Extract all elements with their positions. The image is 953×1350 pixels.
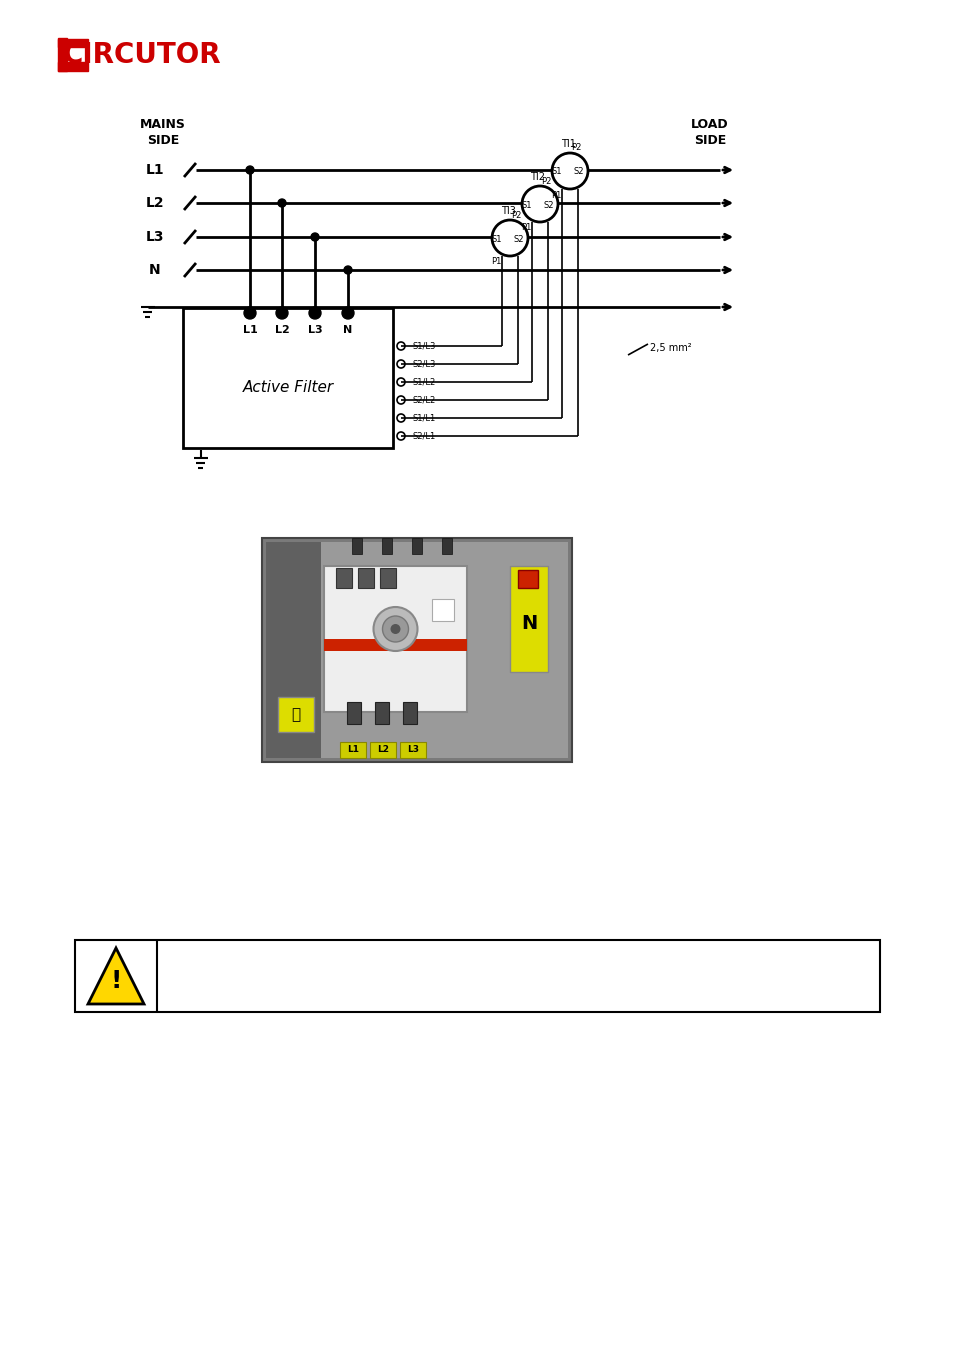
Text: L2: L2 — [376, 745, 389, 755]
Circle shape — [309, 306, 320, 319]
Text: N: N — [149, 263, 161, 277]
Text: ⏚: ⏚ — [291, 707, 300, 722]
Circle shape — [244, 306, 255, 319]
Bar — [277, 697, 314, 732]
Text: N: N — [343, 325, 353, 335]
Text: S1/L2: S1/L2 — [413, 378, 436, 386]
Text: P1: P1 — [520, 224, 531, 232]
Text: CIRCUTOR: CIRCUTOR — [63, 40, 221, 69]
Bar — [183, 308, 393, 448]
Bar — [58, 38, 67, 72]
Circle shape — [341, 306, 354, 319]
Bar — [75, 940, 879, 1012]
Text: Active Filter: Active Filter — [242, 381, 334, 396]
Text: SIDE: SIDE — [693, 134, 725, 147]
Bar — [357, 568, 374, 589]
Circle shape — [382, 616, 408, 643]
Circle shape — [277, 198, 286, 207]
Text: S2: S2 — [573, 167, 583, 177]
Bar — [375, 702, 389, 724]
Circle shape — [275, 306, 288, 319]
Text: !: ! — [111, 969, 122, 994]
Bar — [324, 566, 467, 711]
Bar — [510, 566, 547, 672]
Text: N: N — [520, 614, 537, 633]
Text: P1: P1 — [550, 190, 560, 200]
Text: L1: L1 — [347, 745, 358, 755]
Bar — [412, 539, 421, 553]
Circle shape — [344, 266, 352, 274]
Text: P2: P2 — [540, 177, 551, 185]
Bar — [517, 570, 537, 589]
Text: TI2: TI2 — [530, 171, 545, 182]
Circle shape — [311, 234, 318, 242]
Bar — [441, 539, 452, 553]
Polygon shape — [88, 948, 144, 1004]
Bar — [381, 539, 392, 553]
Bar — [399, 743, 426, 757]
Circle shape — [390, 624, 400, 634]
Bar — [266, 541, 320, 757]
Text: P2: P2 — [510, 211, 520, 220]
Text: S1: S1 — [521, 201, 532, 209]
Circle shape — [246, 166, 253, 174]
Text: S2/L3: S2/L3 — [413, 359, 436, 369]
Bar — [324, 639, 467, 651]
Text: P2: P2 — [570, 143, 580, 153]
Text: S1: S1 — [551, 167, 561, 177]
Text: L1: L1 — [146, 163, 164, 177]
Text: SIDE: SIDE — [147, 134, 179, 147]
Text: S2/L1: S2/L1 — [413, 432, 436, 440]
Bar — [339, 743, 366, 757]
Bar — [266, 541, 567, 757]
Text: L3: L3 — [407, 745, 418, 755]
Bar — [432, 599, 454, 621]
Bar — [402, 702, 416, 724]
Text: TI1: TI1 — [560, 139, 575, 148]
Bar — [335, 568, 352, 589]
Text: L2: L2 — [146, 196, 164, 211]
Text: L3: L3 — [308, 325, 322, 335]
Text: S1: S1 — [491, 235, 501, 243]
Bar — [262, 539, 572, 761]
Text: S2: S2 — [514, 235, 524, 243]
Text: S2/L2: S2/L2 — [413, 396, 436, 405]
Circle shape — [374, 608, 417, 651]
Text: 2,5 mm²: 2,5 mm² — [649, 343, 691, 352]
Bar — [379, 568, 395, 589]
Text: MAINS: MAINS — [140, 119, 186, 131]
Text: S2: S2 — [543, 201, 554, 209]
Text: LOAD: LOAD — [691, 119, 728, 131]
Bar — [370, 743, 395, 757]
Text: L3: L3 — [146, 230, 164, 244]
Bar — [352, 539, 361, 553]
Text: S1/L1: S1/L1 — [413, 413, 436, 423]
Text: L2: L2 — [274, 325, 289, 335]
Bar — [347, 702, 360, 724]
Text: TI3: TI3 — [500, 207, 515, 216]
Bar — [58, 39, 88, 47]
Bar — [58, 62, 88, 72]
Text: P1: P1 — [490, 258, 500, 266]
Text: S1/L3: S1/L3 — [413, 342, 436, 351]
Text: L1: L1 — [242, 325, 257, 335]
